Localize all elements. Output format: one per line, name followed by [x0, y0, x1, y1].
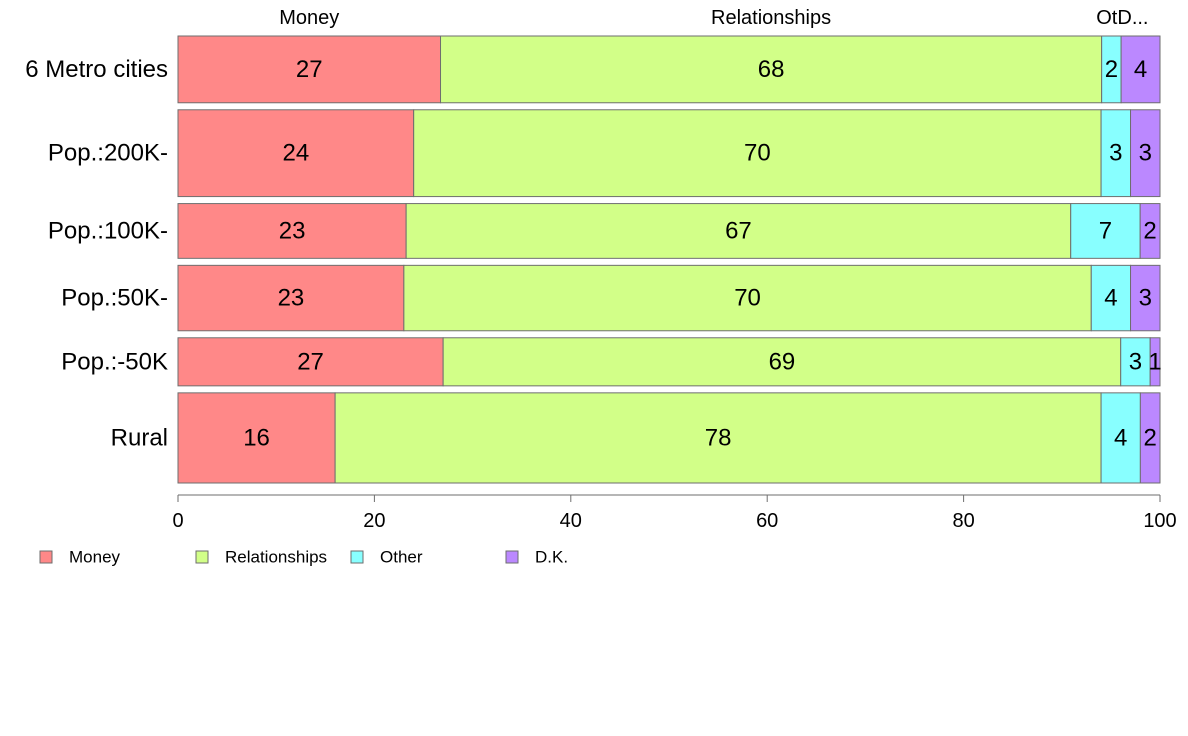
- legend-swatch: [39, 550, 53, 564]
- category-label: 6 Metro cities: [25, 56, 168, 83]
- legend-swatch: [505, 550, 519, 564]
- x-axis: 0 20 40 60 80 100: [172, 494, 1177, 532]
- top-series-labels: Money Relationships Ot D...: [279, 7, 1148, 29]
- data-label: 3: [1129, 348, 1142, 375]
- data-label: 23: [279, 217, 306, 244]
- bar-segment: [1070, 203, 1141, 259]
- data-label: 68: [758, 56, 785, 83]
- series-top-label: Ot: [1096, 7, 1118, 29]
- category-label: Pop.:100K-: [48, 217, 168, 244]
- data-label: 78: [705, 424, 732, 451]
- x-tick-label: 80: [952, 510, 974, 532]
- bars-group: 27 68 2 424 70 3 323 67 7 223 70 4 327 69 3 116 78 4 2: [177, 35, 1162, 484]
- category-label: Pop.:-50K: [61, 348, 168, 375]
- data-label: 70: [744, 140, 771, 167]
- data-label: 2: [1105, 56, 1118, 83]
- data-label: 3: [1139, 285, 1152, 312]
- data-label: 4: [1134, 56, 1147, 83]
- series-top-label: D...: [1117, 7, 1148, 29]
- data-label: 7: [1099, 217, 1112, 244]
- bar-segment: [177, 392, 336, 484]
- data-label: 67: [725, 217, 752, 244]
- legend: Money Relationships Other D.K.: [39, 548, 568, 567]
- bar-segment: [177, 109, 415, 198]
- data-label: 70: [734, 285, 761, 312]
- category-label: Rural: [111, 424, 168, 451]
- bar-segment: [440, 35, 1103, 104]
- x-tick-label: 100: [1143, 510, 1176, 532]
- bar-segment: [403, 264, 1092, 332]
- x-tick-label: 60: [756, 510, 778, 532]
- bar-segment: [1090, 264, 1132, 332]
- data-label: 16: [243, 424, 270, 451]
- x-tick-label: 20: [363, 510, 385, 532]
- legend-label: Money: [69, 548, 121, 567]
- data-label: 24: [282, 140, 309, 167]
- bar-segment: [413, 109, 1102, 198]
- data-label: 1: [1148, 348, 1161, 375]
- category-label: Pop.:50K-: [61, 285, 168, 312]
- bar-segment: [334, 392, 1102, 484]
- data-label: 2: [1144, 424, 1157, 451]
- legend-label: D.K.: [535, 548, 568, 567]
- bar-segment: [1100, 109, 1132, 198]
- x-tick-label: 40: [560, 510, 582, 532]
- category-label: Pop.:200K-: [48, 140, 168, 167]
- bar-segment: [405, 203, 1072, 259]
- legend-label: Relationships: [225, 548, 327, 567]
- data-label: 23: [278, 285, 305, 312]
- data-label: 2: [1143, 217, 1156, 244]
- bar-segment: [1149, 337, 1161, 387]
- data-label: 3: [1139, 140, 1152, 167]
- series-top-label: Relationships: [711, 7, 831, 29]
- data-label: 69: [769, 348, 796, 375]
- series-top-label: Money: [279, 7, 339, 29]
- bar-segment: [1130, 264, 1161, 332]
- bar-segment: [177, 264, 405, 332]
- data-label: 4: [1104, 285, 1117, 312]
- bar-segment: [1139, 203, 1161, 259]
- data-label: 27: [297, 348, 324, 375]
- bar-segment: [1139, 392, 1161, 484]
- bar-segment: [177, 35, 442, 104]
- data-label: 27: [296, 56, 323, 83]
- legend-swatch: [195, 550, 209, 564]
- bar-segment: [177, 203, 407, 259]
- data-label: 4: [1114, 424, 1127, 451]
- category-labels: 6 Metro cities Pop.:200K- Pop.:100K- Pop.:5…: [25, 56, 168, 452]
- bar-segment: [1130, 109, 1161, 198]
- x-tick-label: 0: [172, 510, 183, 532]
- legend-label: Other: [380, 548, 423, 567]
- bar-segment: [1120, 337, 1151, 387]
- legend-swatch: [350, 550, 364, 564]
- bar-segment: [1120, 35, 1161, 104]
- data-label: 3: [1109, 140, 1122, 167]
